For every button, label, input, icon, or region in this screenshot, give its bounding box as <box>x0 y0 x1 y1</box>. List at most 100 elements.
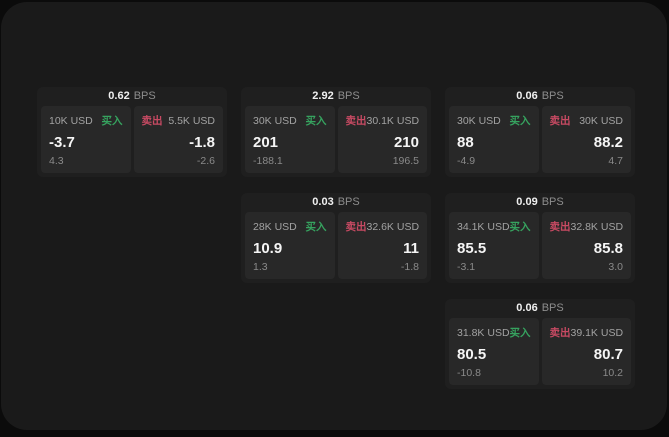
buy-amount: 31.8K USD <box>457 326 510 339</box>
bps-value: 2.92 <box>312 90 334 102</box>
bps-value: 0.03 <box>312 196 334 208</box>
buy-pane[interactable]: 30K USD 买入 88 -4.9 <box>449 106 539 173</box>
sell-pane[interactable]: 卖出 32.8K USD 85.8 3.0 <box>541 212 631 279</box>
buy-price: 85.5 <box>457 239 487 257</box>
card-header: 0.03 BPS <box>241 193 431 212</box>
buy-pane-top: 30K USD 买入 <box>253 113 327 128</box>
buy-amount: 30K USD <box>457 114 501 127</box>
buy-pane-top: 31.8K USD 买入 <box>457 325 531 340</box>
buy-amount: 30K USD <box>253 114 297 127</box>
buy-delta: 4.3 <box>49 155 64 167</box>
buy-pane-top: 30K USD 买入 <box>457 113 531 128</box>
quote-card: 0.06 BPS 30K USD 买入 88 -4.9 卖出 30K USD 8… <box>445 87 635 177</box>
buy-delta: -3.1 <box>457 261 476 273</box>
sell-amount: 32.6K USD <box>366 220 420 233</box>
bps-value: 0.09 <box>516 196 538 208</box>
bps-value: 0.06 <box>516 302 538 314</box>
bps-value: 0.62 <box>108 90 130 102</box>
sell-delta: 10.2 <box>602 367 623 379</box>
sell-pane[interactable]: 卖出 5.5K USD -1.8 -2.6 <box>133 106 223 173</box>
quote-card: 0.62 BPS 10K USD 买入 -3.7 4.3 卖出 5.5K USD… <box>37 87 227 177</box>
sell-delta: 3.0 <box>608 261 623 273</box>
buy-delta: 1.3 <box>253 261 268 273</box>
buy-button[interactable]: 买入 <box>509 221 531 233</box>
sell-button[interactable]: 卖出 <box>345 221 367 233</box>
buy-pane[interactable]: 34.1K USD 买入 85.5 -3.1 <box>449 212 539 279</box>
bps-label: BPS <box>337 196 360 208</box>
buy-pane-top: 28K USD 买入 <box>253 219 327 234</box>
bps-value: 0.06 <box>516 90 538 102</box>
bps-label: BPS <box>541 196 564 208</box>
sell-pane-top: 卖出 30K USD <box>550 113 624 128</box>
sell-button[interactable]: 卖出 <box>549 115 571 127</box>
sell-delta: 196.5 <box>392 155 419 167</box>
buy-button[interactable]: 买入 <box>509 327 531 339</box>
buy-delta: -4.9 <box>457 155 476 167</box>
buy-button[interactable]: 买入 <box>101 115 123 127</box>
sell-price: 11 <box>403 239 419 257</box>
app-panel: 0.62 BPS 10K USD 买入 -3.7 4.3 卖出 5.5K USD… <box>1 2 667 430</box>
sell-amount: 30K USD <box>579 114 623 127</box>
bps-label: BPS <box>337 90 360 102</box>
card-body: 34.1K USD 买入 85.5 -3.1 卖出 32.8K USD 85.8… <box>445 212 635 283</box>
sell-amount: 30.1K USD <box>366 114 420 127</box>
sell-pane-top: 卖出 32.6K USD <box>346 219 420 234</box>
sell-pane-top: 卖出 5.5K USD <box>142 113 216 128</box>
buy-pane[interactable]: 31.8K USD 买入 80.5 -10.8 <box>449 318 539 385</box>
card-header: 2.92 BPS <box>241 87 431 106</box>
sell-pane[interactable]: 卖出 39.1K USD 80.7 10.2 <box>541 318 631 385</box>
buy-amount: 10K USD <box>49 114 93 127</box>
quotes-grid: 0.62 BPS 10K USD 买入 -3.7 4.3 卖出 5.5K USD… <box>37 87 635 389</box>
sell-price: 88.2 <box>593 133 623 151</box>
card-header: 0.09 BPS <box>445 193 635 212</box>
buy-amount: 34.1K USD <box>457 220 510 233</box>
buy-delta: -188.1 <box>253 155 283 167</box>
quote-card: 0.06 BPS 31.8K USD 买入 80.5 -10.8 卖出 39.1… <box>445 299 635 389</box>
card-header: 0.06 BPS <box>445 299 635 318</box>
quote-card: 0.03 BPS 28K USD 买入 10.9 1.3 卖出 32.6K US… <box>241 193 431 283</box>
buy-price: -3.7 <box>49 133 75 151</box>
quote-card: 0.09 BPS 34.1K USD 买入 85.5 -3.1 卖出 32.8K… <box>445 193 635 283</box>
sell-price: 80.7 <box>593 345 623 363</box>
sell-delta: -2.6 <box>196 155 215 167</box>
buy-pane[interactable]: 10K USD 买入 -3.7 4.3 <box>41 106 131 173</box>
buy-button[interactable]: 买入 <box>509 115 531 127</box>
sell-pane[interactable]: 卖出 32.6K USD 11 -1.8 <box>337 212 427 279</box>
sell-button[interactable]: 卖出 <box>549 327 571 339</box>
quote-card: 2.92 BPS 30K USD 买入 201 -188.1 卖出 30.1K … <box>241 87 431 177</box>
sell-button[interactable]: 卖出 <box>549 221 571 233</box>
sell-pane-top: 卖出 30.1K USD <box>346 113 420 128</box>
card-body: 31.8K USD 买入 80.5 -10.8 卖出 39.1K USD 80.… <box>445 318 635 389</box>
sell-button[interactable]: 卖出 <box>345 115 367 127</box>
buy-pane[interactable]: 30K USD 买入 201 -188.1 <box>245 106 335 173</box>
sell-amount: 39.1K USD <box>570 326 624 339</box>
sell-button[interactable]: 卖出 <box>141 115 163 127</box>
buy-button[interactable]: 买入 <box>305 221 327 233</box>
bps-label: BPS <box>541 90 564 102</box>
buy-price: 80.5 <box>457 345 487 363</box>
sell-price: 210 <box>393 133 419 151</box>
buy-price: 88 <box>457 133 474 151</box>
sell-pane[interactable]: 卖出 30.1K USD 210 196.5 <box>337 106 427 173</box>
buy-button[interactable]: 买入 <box>305 115 327 127</box>
sell-delta: -1.8 <box>400 261 419 273</box>
sell-amount: 5.5K USD <box>168 114 215 127</box>
buy-price: 10.9 <box>253 239 283 257</box>
buy-price: 201 <box>253 133 279 151</box>
bps-label: BPS <box>541 302 564 314</box>
card-body: 30K USD 买入 201 -188.1 卖出 30.1K USD 210 1… <box>241 106 431 177</box>
buy-pane-top: 34.1K USD 买入 <box>457 219 531 234</box>
bps-label: BPS <box>133 90 156 102</box>
buy-pane[interactable]: 28K USD 买入 10.9 1.3 <box>245 212 335 279</box>
sell-price: 85.8 <box>593 239 623 257</box>
sell-price: -1.8 <box>189 133 215 151</box>
card-header: 0.62 BPS <box>37 87 227 106</box>
buy-amount: 28K USD <box>253 220 297 233</box>
buy-pane-top: 10K USD 买入 <box>49 113 123 128</box>
card-body: 28K USD 买入 10.9 1.3 卖出 32.6K USD 11 -1.8 <box>241 212 431 283</box>
sell-delta: 4.7 <box>608 155 623 167</box>
sell-pane-top: 卖出 32.8K USD <box>550 219 624 234</box>
sell-amount: 32.8K USD <box>570 220 624 233</box>
sell-pane-top: 卖出 39.1K USD <box>550 325 624 340</box>
sell-pane[interactable]: 卖出 30K USD 88.2 4.7 <box>541 106 631 173</box>
